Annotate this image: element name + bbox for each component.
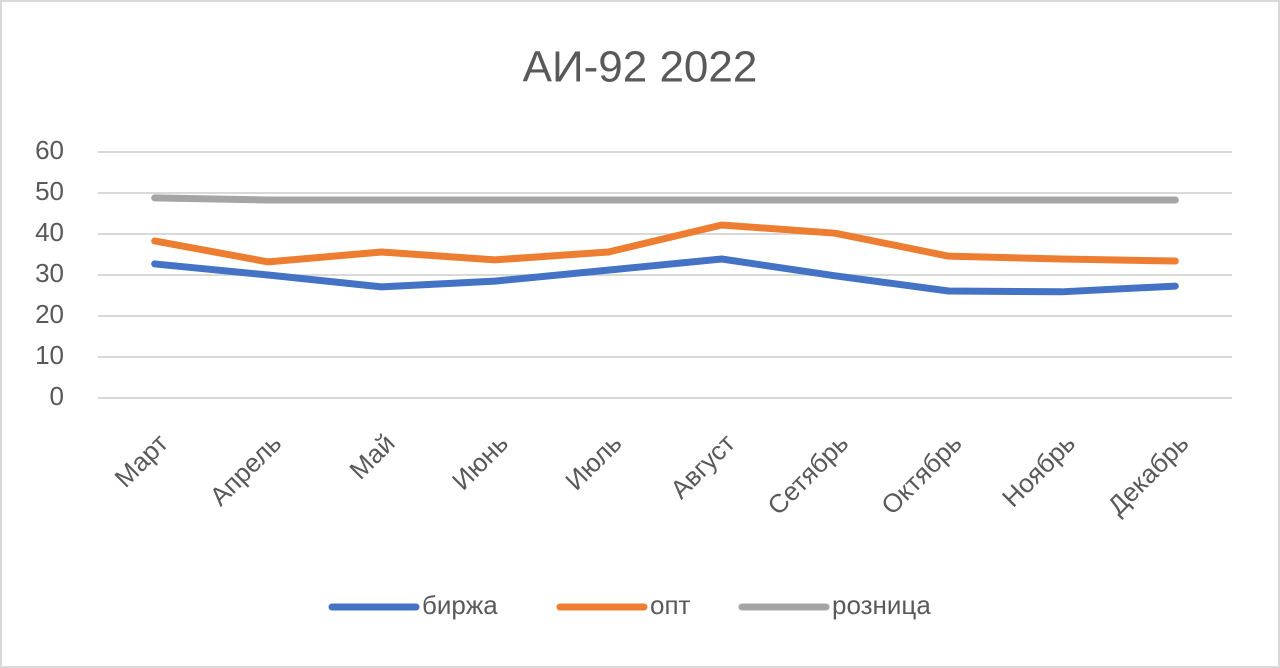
- y-tick-label: 20: [35, 299, 64, 329]
- legend-label: розница: [832, 590, 931, 620]
- series-line: [151, 255, 1179, 296]
- series-line: [151, 194, 1179, 204]
- series-line: [151, 221, 1179, 266]
- y-tick-label: 60: [35, 135, 64, 165]
- y-tick-label: 0: [50, 381, 64, 411]
- y-tick-label: 50: [35, 176, 64, 206]
- legend-label: биржа: [422, 590, 498, 620]
- y-tick-label: 10: [35, 340, 64, 370]
- y-tick-label: 30: [35, 258, 64, 288]
- chart-title: АИ-92 2022: [523, 43, 758, 92]
- legend-label: опт: [650, 590, 691, 620]
- y-tick-label: 40: [35, 217, 64, 247]
